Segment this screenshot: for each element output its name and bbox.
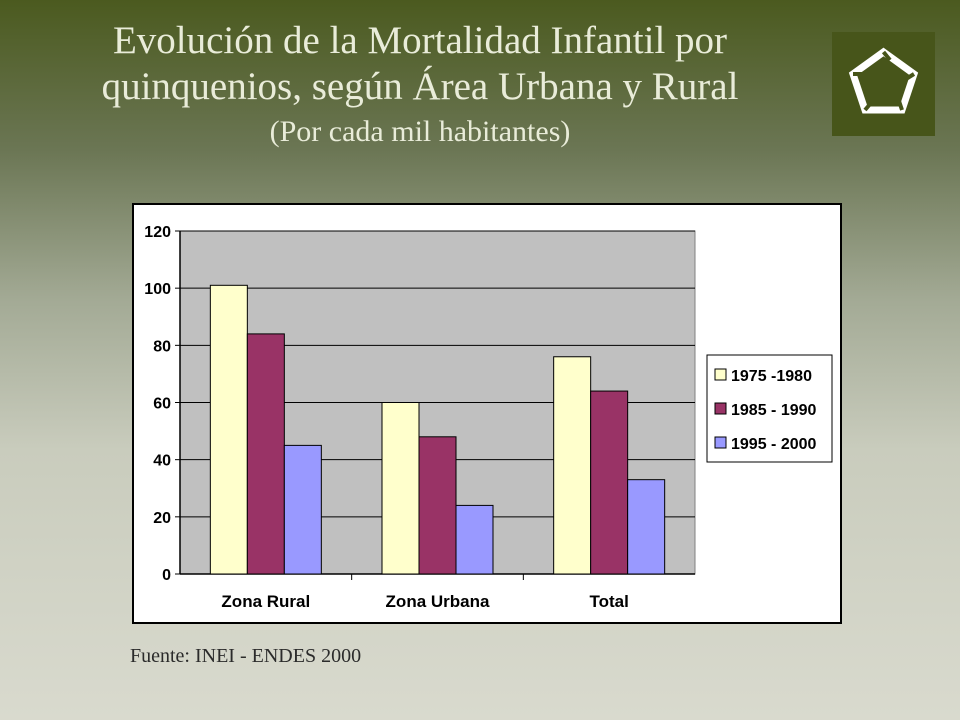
- chart-frame: 0 20 40 60 80 100 120 Zona Rural Zona Urbana Tota…: [132, 203, 842, 624]
- bar: [209, 284, 248, 575]
- legend-swatch: [714, 402, 727, 415]
- bar: [455, 504, 494, 575]
- y-tick-label: 100: [144, 281, 171, 298]
- title-line-2: quinquenios, según Área Urbana y Rural: [101, 65, 739, 108]
- slide-title-block: Evolución de la Mortalidad Infantil por …: [40, 18, 800, 152]
- y-tick-label: 80: [153, 338, 171, 355]
- bar: [246, 333, 285, 575]
- y-tick-label: 20: [153, 510, 171, 527]
- legend-swatch: [714, 368, 727, 381]
- bar: [627, 479, 666, 575]
- pentagon-logo-icon: [832, 32, 935, 136]
- y-tick-label: 0: [162, 567, 171, 584]
- subtitle: (Por cada mil habitantes): [269, 115, 571, 148]
- bar: [381, 402, 420, 575]
- legend-swatch: [714, 436, 727, 449]
- title-line-1: Evolución de la Mortalidad Infantil por: [112, 19, 728, 62]
- legend-box: [706, 354, 833, 463]
- bar-chart: 0 20 40 60 80 100 120 Zona Rural Zona Urbana Tota…: [144, 224, 833, 611]
- y-tick-label: 40: [153, 453, 171, 470]
- y-tick-label: 60: [153, 396, 171, 413]
- legend-label: 1995 - 2000: [731, 436, 817, 453]
- legend-label: 1975 -1980: [731, 368, 812, 385]
- bar: [283, 444, 322, 575]
- bar: [590, 390, 629, 575]
- x-tick-label: Total: [589, 592, 628, 611]
- bar: [418, 436, 457, 575]
- y-tick-label: 120: [144, 224, 171, 241]
- x-tick-label: Zona Urbana: [386, 592, 490, 611]
- legend-label: 1985 - 1990: [731, 402, 817, 419]
- bar: [553, 356, 592, 575]
- x-tick-label: Zona Rural: [221, 592, 310, 611]
- source-note: Fuente: INEI - ENDES 2000: [130, 645, 362, 667]
